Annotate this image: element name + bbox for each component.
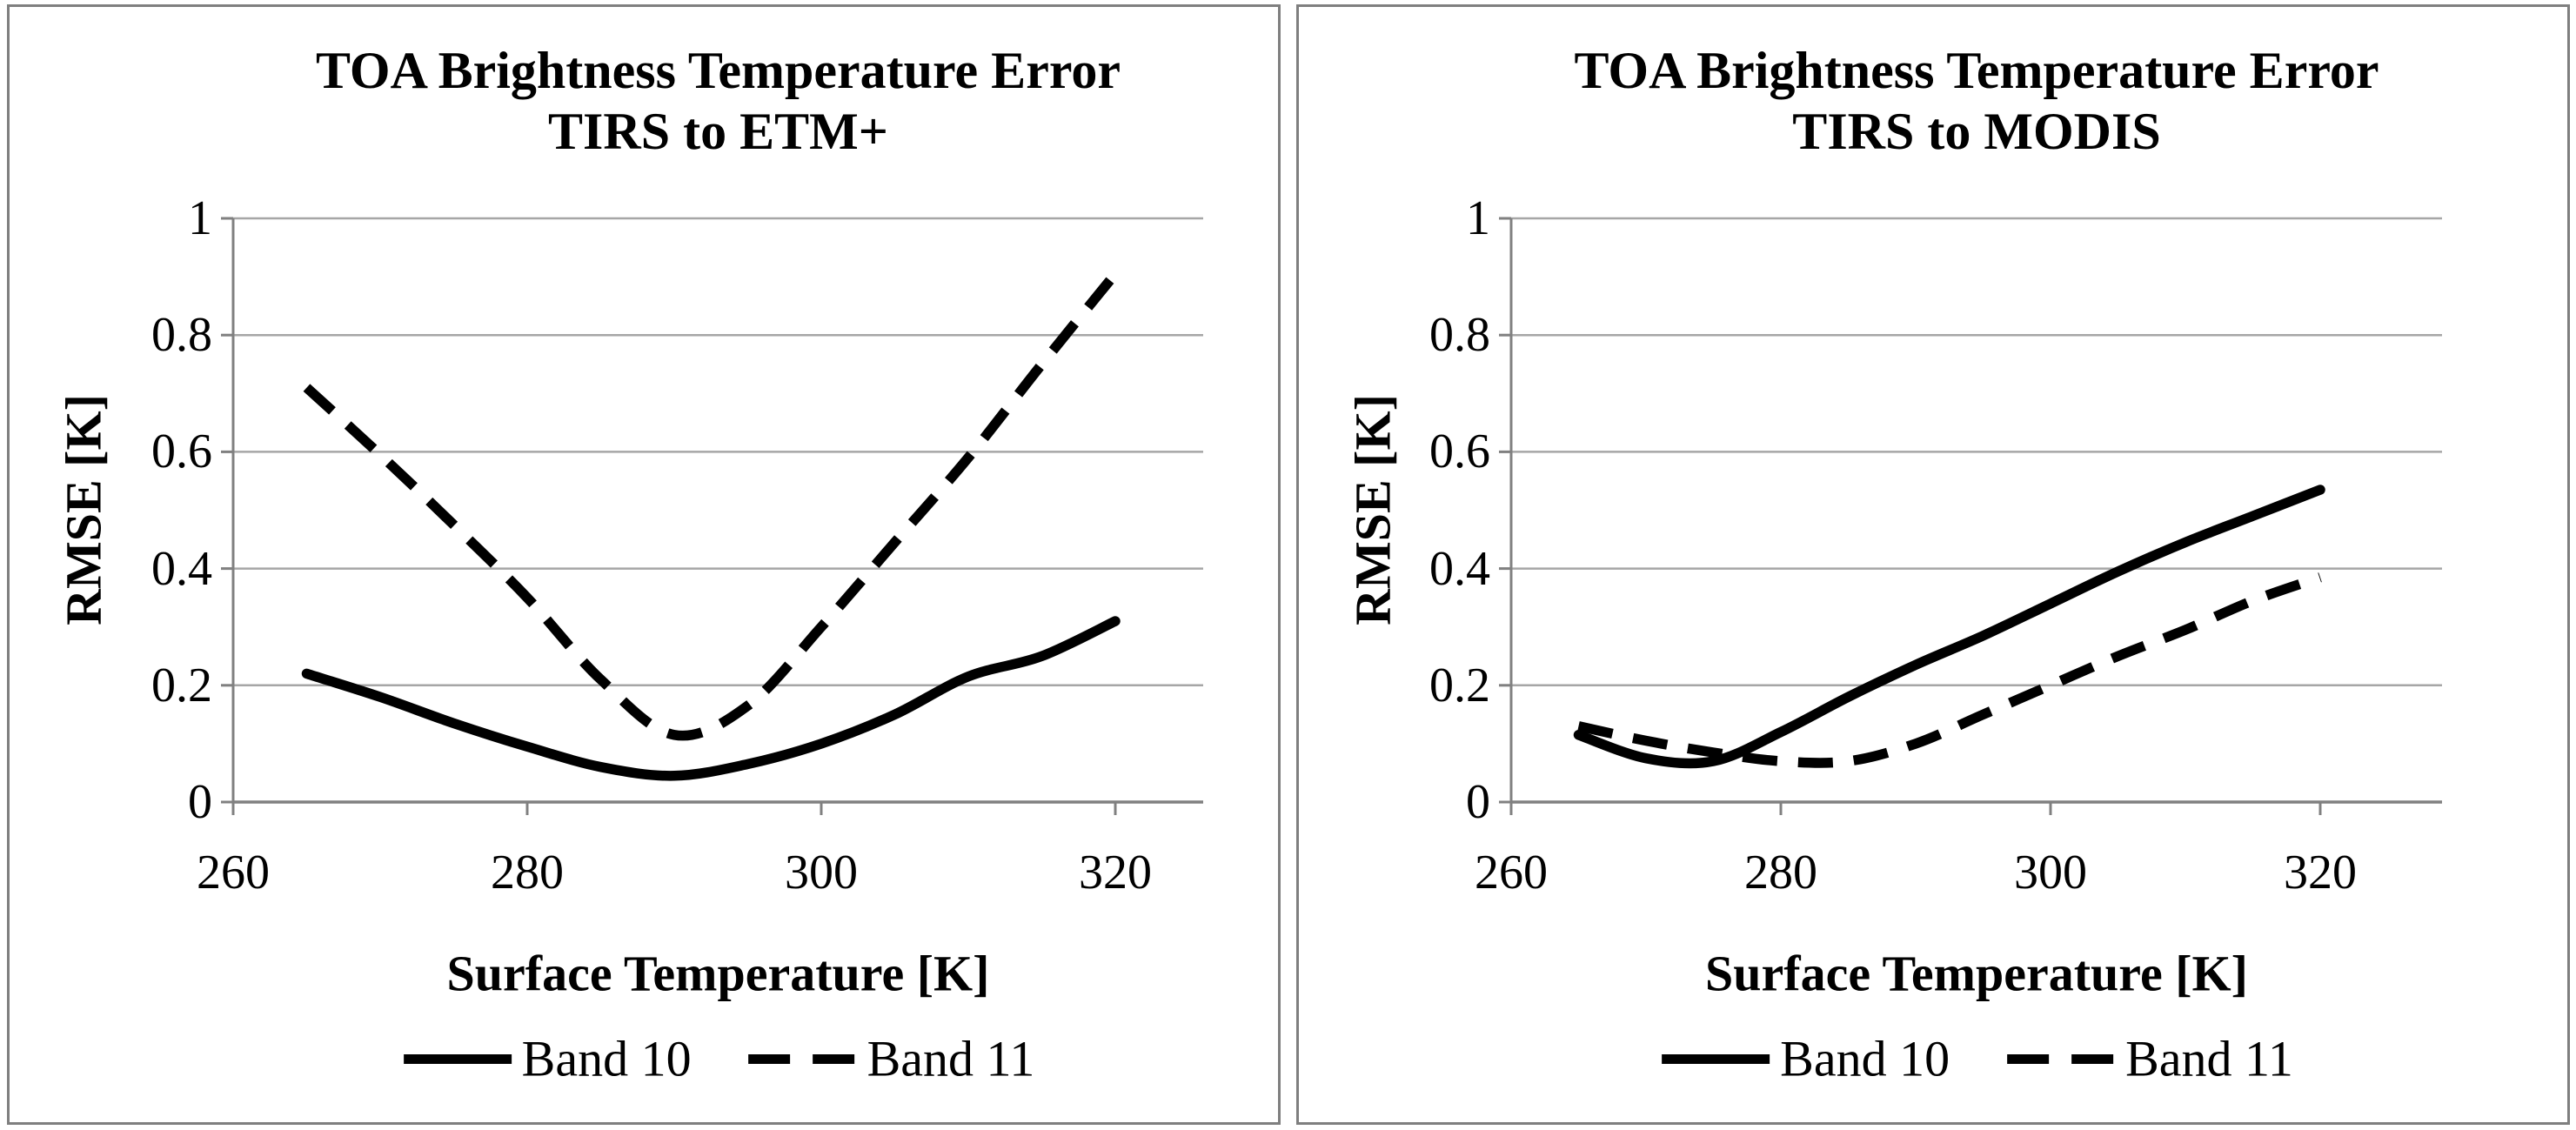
chart-title-line2: TIRS to ETM+ [548,103,888,160]
y-tick-label: 0.2 [151,658,212,712]
y-axis-title: RMSE [K] [1344,394,1402,625]
legend-item-band11: Band 11 [747,1030,1035,1088]
y-tick-label: 0.2 [1429,658,1490,712]
x-axis-title: Surface Temperature [K] [1705,945,2248,1002]
chart-title-line1: TOA Brightness Temperature Error [315,42,1121,99]
legend-label-band10: Band 10 [1780,1030,1950,1087]
band10-solid-line-swatch [403,1053,512,1064]
x-axis-title: Surface Temperature [K] [446,945,990,1002]
chart-title: TOA Brightness Temperature Error TIRS to… [316,40,1121,162]
band11-dashed-line-swatch [748,1053,857,1064]
plot-area [221,217,1203,815]
band11-dashed-line-swatch [2007,1053,2116,1064]
legend-item-band11: Band 11 [2005,1030,2293,1088]
chart-title-line1: TOA Brightness Temperature Error [1574,42,2379,99]
x-tick-label: 260 [1475,846,1548,899]
x-tick-label: 280 [1744,846,1817,899]
x-tick-label: 280 [491,846,564,899]
legend: Band 10 Band 11 [402,1030,1035,1088]
plot-area [1499,217,2442,815]
legend-label-band11: Band 11 [2125,1030,2293,1087]
legend-item-band10: Band 10 [1660,1030,1950,1088]
chart-title-line2: TIRS to MODIS [1792,103,2161,160]
chart-title: TOA Brightness Temperature Error TIRS to… [1574,40,2379,162]
y-axis-title: RMSE [K] [55,394,112,625]
legend-label-band10: Band 10 [521,1030,692,1087]
y-tick-label: 1 [1466,191,1490,245]
y-tick-label: 0.4 [1429,541,1490,596]
legend: Band 10 Band 11 [1660,1030,2293,1088]
x-tick-label: 260 [197,846,270,899]
y-tick-label: 0.4 [151,541,212,596]
x-tick-label: 300 [785,846,858,899]
x-tick-label: 320 [2284,846,2357,899]
y-tick-label: 0.8 [151,308,212,363]
band10-solid-line-swatch [1662,1053,1770,1064]
y-tick-label: 1 [188,191,212,245]
y-tick-label: 0.6 [1429,425,1490,479]
legend-item-band10: Band 10 [402,1030,692,1088]
chart-panel-tirs-to-modis: TOA Brightness Temperature Error TIRS to… [1296,4,2570,1125]
legend-label-band11: Band 11 [866,1030,1035,1087]
y-tick-label: 0 [188,775,212,829]
y-tick-label: 0 [1466,775,1490,829]
y-tick-label: 0.8 [1429,308,1490,363]
x-tick-label: 320 [1079,846,1152,899]
x-tick-label: 300 [2014,846,2087,899]
chart-panel-tirs-to-etm: TOA Brightness Temperature Error TIRS to… [7,4,1281,1125]
y-tick-label: 0.6 [151,425,212,479]
